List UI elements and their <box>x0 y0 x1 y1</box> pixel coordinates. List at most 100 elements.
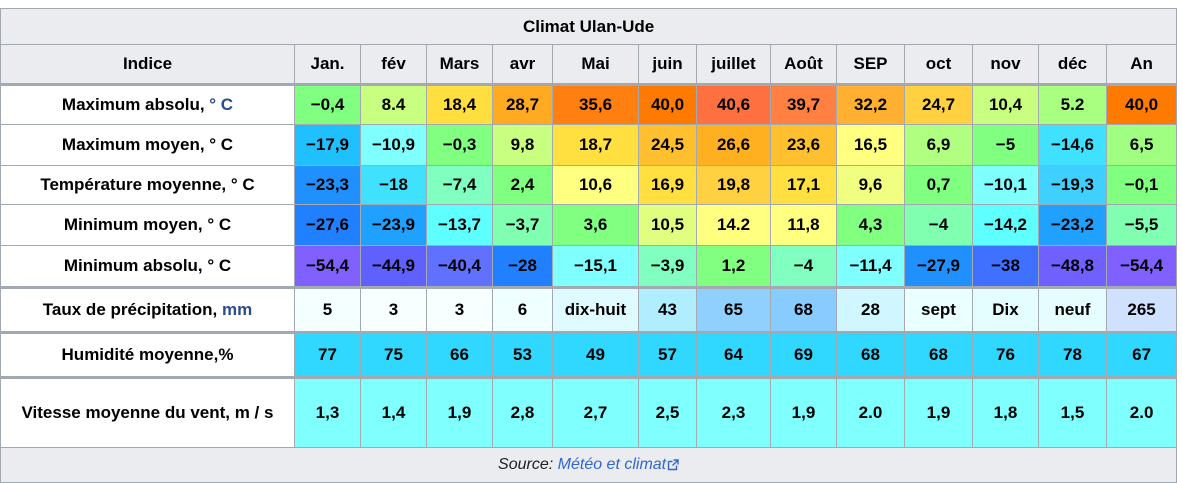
month-cell: 28,7 <box>492 84 553 125</box>
month-cell: 53 <box>492 331 553 378</box>
month-cell: −54,4 <box>294 245 361 288</box>
source-footer: Source: Météo et climat <box>0 447 1178 483</box>
month-cell: 3,6 <box>552 204 639 246</box>
month-cell: 1,9 <box>426 376 493 448</box>
month-cell: 9,6 <box>836 165 905 205</box>
month-cell: 10,4 <box>972 84 1039 125</box>
month-cell: 1,9 <box>770 376 837 448</box>
month-cell: −28 <box>492 245 553 288</box>
row-label: Taux de précipitation, mm <box>0 286 295 333</box>
table-row: Maximum moyen, ° C −17,9 −10,9 −0,3 9,8 18,7 2… <box>0 124 1178 166</box>
header-month: SEP <box>836 44 905 86</box>
month-cell: 26,6 <box>696 124 771 166</box>
table-row: Minimum moyen, ° C −27,6 −23,9 −13,7 −3,7 3,6… <box>0 204 1178 246</box>
source-link[interactable]: Météo et climat <box>558 456 679 473</box>
month-cell: 16,5 <box>836 124 905 166</box>
table-caption: Climat Ulan-Ude <box>0 8 1178 45</box>
annual-cell: 67 <box>1105 331 1178 378</box>
table-row: Vitesse moyenne du vent, m / s 1,3 1,4 1,9 2… <box>0 376 1178 448</box>
month-cell: 43 <box>638 286 697 333</box>
month-cell: 4,3 <box>836 204 905 246</box>
month-cell: 68 <box>904 331 973 378</box>
month-cell: −15,1 <box>552 245 639 288</box>
header-month: Mai <box>552 44 639 86</box>
month-cell: −5 <box>972 124 1039 166</box>
month-cell: −3,9 <box>638 245 697 288</box>
table-row: Minimum absolu, ° C −54,4 −44,9 −40,4 −28 −15… <box>0 245 1178 288</box>
month-cell: 2,5 <box>638 376 697 448</box>
month-cell: Dix <box>972 286 1039 333</box>
month-cell: 65 <box>696 286 771 333</box>
month-cell: 17,1 <box>770 165 837 205</box>
annual-cell: −54,4 <box>1105 245 1178 288</box>
month-cell: 28 <box>836 286 905 333</box>
month-cell: 2.0 <box>836 376 905 448</box>
month-cell: 57 <box>638 331 697 378</box>
row-label-text: Taux de précipitation, <box>42 300 222 319</box>
row-label-text: Température moyenne, ° C <box>40 175 255 194</box>
annual-cell: −0,1 <box>1105 165 1178 205</box>
month-cell: 18,4 <box>426 84 493 125</box>
month-cell: 18,7 <box>552 124 639 166</box>
month-cell: dix-huit <box>552 286 639 333</box>
month-cell: 5 <box>294 286 361 333</box>
month-cell: 68 <box>770 286 837 333</box>
header-month: juin <box>638 44 697 86</box>
climate-table-wrapper: Climat Ulan-Ude Indice Jan. fév Mars avr Mai j… <box>0 8 1178 483</box>
month-cell: 10,6 <box>552 165 639 205</box>
month-cell: 8.4 <box>360 84 427 125</box>
month-cell: 1,2 <box>696 245 771 288</box>
month-cell: −19,3 <box>1038 165 1107 205</box>
month-cell: 2,7 <box>552 376 639 448</box>
month-cell: 11,8 <box>770 204 837 246</box>
month-cell: 69 <box>770 331 837 378</box>
month-cell: −3,7 <box>492 204 553 246</box>
month-cell: 78 <box>1038 331 1107 378</box>
month-cell: 14.2 <box>696 204 771 246</box>
month-cell: 1,3 <box>294 376 361 448</box>
month-cell: 1,9 <box>904 376 973 448</box>
annual-cell: −5,5 <box>1105 204 1178 246</box>
month-cell: −10,1 <box>972 165 1039 205</box>
climate-table: Climat Ulan-Ude Indice Jan. fév Mars avr Mai j… <box>0 8 1178 483</box>
month-cell: 77 <box>294 331 361 378</box>
annual-cell: 6,5 <box>1105 124 1178 166</box>
header-month: Mars <box>426 44 493 86</box>
month-cell: 1,4 <box>360 376 427 448</box>
row-unit-link[interactable]: ° C <box>209 95 234 114</box>
month-cell: 9,8 <box>492 124 553 166</box>
month-cell: 1,5 <box>1038 376 1107 448</box>
header-month: Août <box>770 44 837 86</box>
row-label-text: Minimum absolu, ° C <box>63 256 232 275</box>
row-unit-link[interactable]: mm <box>221 300 253 319</box>
month-cell: −27,9 <box>904 245 973 288</box>
month-cell: 64 <box>696 331 771 378</box>
header-annual: An <box>1105 44 1178 86</box>
table-row: Humidité moyenne,% 77 75 66 53 49 57 64 69 68 68 76… <box>0 331 1178 378</box>
external-link-icon <box>667 459 679 470</box>
table-row: Température moyenne, ° C −23,3 −18 −7,4 2,4 1… <box>0 165 1178 205</box>
month-cell: 75 <box>360 331 427 378</box>
header-month: fév <box>360 44 427 86</box>
row-label: Maximum moyen, ° C <box>0 124 295 166</box>
month-cell: 23,6 <box>770 124 837 166</box>
month-cell: −11,4 <box>836 245 905 288</box>
header-month: juillet <box>696 44 771 86</box>
header-month: avr <box>492 44 553 86</box>
month-cell: −0,3 <box>426 124 493 166</box>
month-cell: −10,9 <box>360 124 427 166</box>
row-label: Humidité moyenne,% <box>0 331 295 378</box>
month-cell: 40,6 <box>696 84 771 125</box>
month-cell: −14,2 <box>972 204 1039 246</box>
row-label-text: Minimum moyen, ° C <box>63 215 232 234</box>
month-cell: −48,8 <box>1038 245 1107 288</box>
month-cell: −7,4 <box>426 165 493 205</box>
month-cell: 32,2 <box>836 84 905 125</box>
source-prefix: Source: <box>498 456 558 473</box>
month-cell: −44,9 <box>360 245 427 288</box>
month-cell: 39,7 <box>770 84 837 125</box>
month-cell: 1,8 <box>972 376 1039 448</box>
header-row: Indice Jan. fév Mars avr Mai juin juillet Août SE… <box>0 44 1178 86</box>
row-label-text: Humidité moyenne,% <box>61 345 234 364</box>
row-label-text: Vitesse moyenne du vent, m / s <box>21 403 274 422</box>
